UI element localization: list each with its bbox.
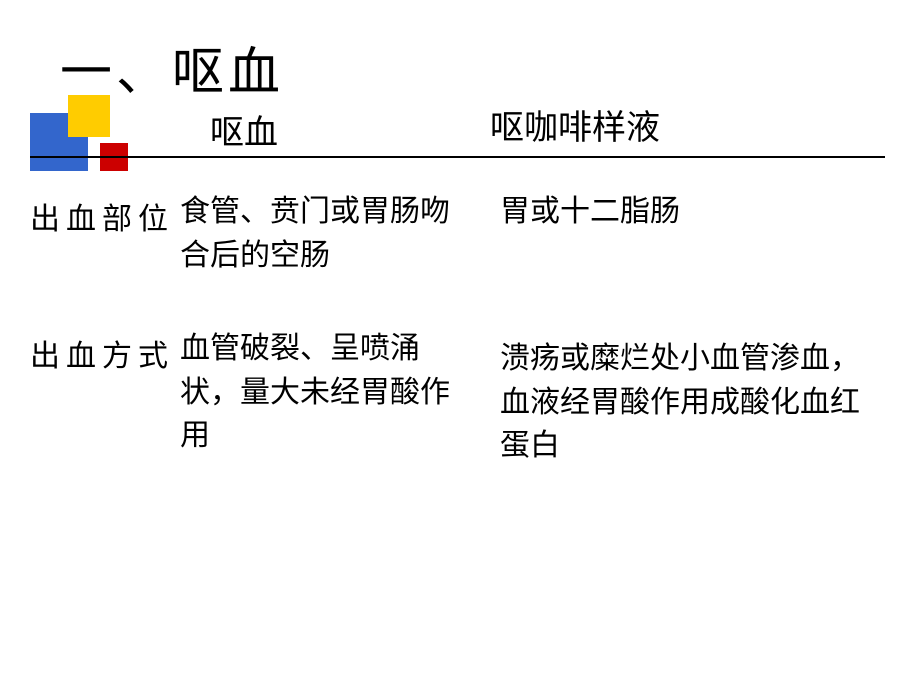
column-header-2: 呕咖啡样液 xyxy=(490,100,660,149)
cell-r1c1: 食管、贲门或胃肠吻合后的空肠 xyxy=(180,190,480,277)
cell-r1c2: 胃或十二脂肠 xyxy=(480,190,860,277)
table-row: 出血部位 食管、贲门或胃肠吻合后的空肠 胃或十二脂肠 xyxy=(30,190,890,277)
content-table: 出血部位 食管、贲门或胃肠吻合后的空肠 胃或十二脂肠 出血方式 血管破裂、呈喷涌… xyxy=(30,190,890,518)
row-label-1: 出血部位 xyxy=(30,190,180,277)
row-label-2: 出血方式 xyxy=(30,327,180,468)
slide-title: 一、呕血 xyxy=(60,30,284,105)
table-row: 出血方式 血管破裂、呈喷涌状，量大未经胃酸作用 溃疡或糜烂处小血管渗血，血液经胃… xyxy=(30,327,890,468)
cell-r2c2: 溃疡或糜烂处小血管渗血，血液经胃酸作用成酸化血红蛋白 xyxy=(480,327,860,468)
cell-r2c1: 血管破裂、呈喷涌状，量大未经胃酸作用 xyxy=(180,327,480,468)
column-header-1: 呕血 xyxy=(210,105,278,154)
title-row: 一、呕血 xyxy=(40,30,880,105)
slide-container: 一、呕血 呕血 呕咖啡样液 出血部位 食管、贲门或胃肠吻合后的空肠 胃或十二脂肠… xyxy=(0,0,920,690)
divider-line xyxy=(30,156,885,158)
